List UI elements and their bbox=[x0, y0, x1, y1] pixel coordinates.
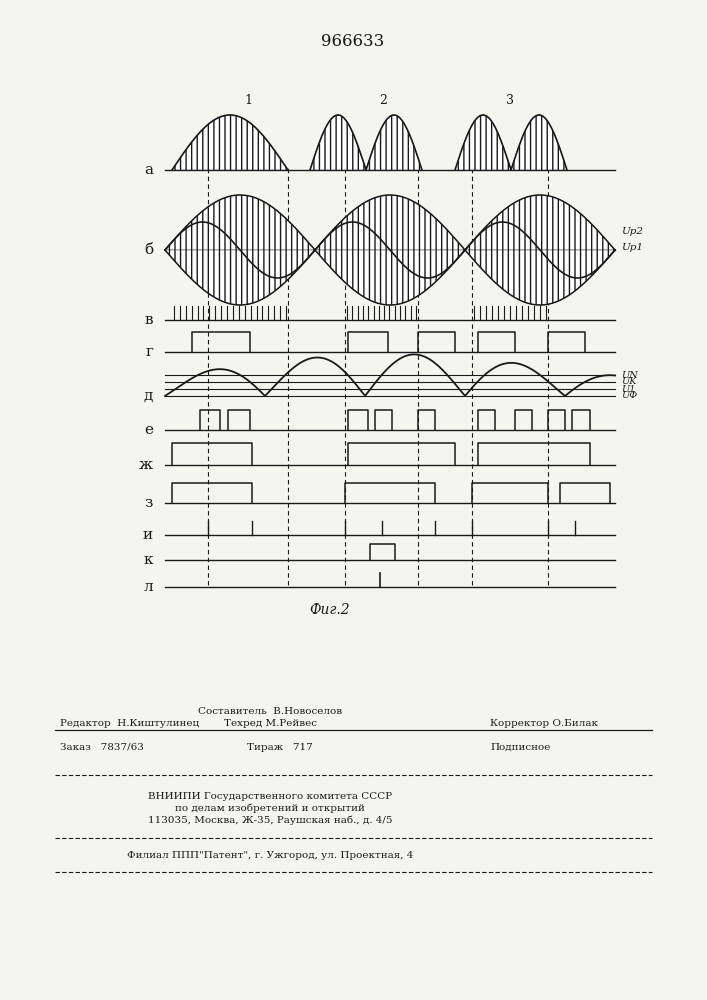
Text: Филиал ППП"Патент", г. Ужгород, ул. Проектная, 4: Филиал ППП"Патент", г. Ужгород, ул. Прое… bbox=[127, 850, 413, 859]
Text: UK: UK bbox=[621, 377, 636, 386]
Text: Составитель  В.Новоселов: Составитель В.Новоселов bbox=[198, 708, 342, 716]
Text: 2: 2 bbox=[379, 94, 387, 106]
Text: Фиг.2: Фиг.2 bbox=[310, 603, 350, 617]
Text: UN: UN bbox=[621, 370, 638, 379]
Text: е: е bbox=[144, 423, 153, 437]
Text: Корректор О.Билак: Корректор О.Билак bbox=[490, 718, 598, 728]
Text: в: в bbox=[144, 313, 153, 327]
Text: а: а bbox=[144, 163, 153, 177]
Text: к: к bbox=[144, 553, 153, 567]
Text: Up2: Up2 bbox=[621, 228, 643, 236]
Text: по делам изобретений и открытий: по делам изобретений и открытий bbox=[175, 804, 365, 813]
Text: Подписное: Подписное bbox=[490, 743, 550, 752]
Text: Техред М.Рейвес: Техред М.Рейвес bbox=[223, 718, 317, 728]
Text: Редактор  Н.Киштулинец: Редактор Н.Киштулинец bbox=[60, 718, 199, 728]
Text: д: д bbox=[144, 389, 153, 403]
Text: U1: U1 bbox=[621, 384, 636, 393]
Text: б: б bbox=[144, 243, 153, 257]
Text: и: и bbox=[143, 528, 153, 542]
Text: 113035, Москва, Ж-35, Раушская наб., д. 4/5: 113035, Москва, Ж-35, Раушская наб., д. … bbox=[148, 816, 392, 825]
Text: 3: 3 bbox=[506, 94, 514, 106]
Text: л: л bbox=[144, 580, 153, 594]
Text: ВНИИПИ Государственного комитета СССР: ВНИИПИ Государственного комитета СССР bbox=[148, 792, 392, 801]
Text: 1: 1 bbox=[244, 94, 252, 106]
Text: Тираж   717: Тираж 717 bbox=[247, 743, 313, 752]
Text: 966633: 966633 bbox=[322, 33, 385, 50]
Text: ж: ж bbox=[139, 458, 153, 472]
Text: Заказ   7837/63: Заказ 7837/63 bbox=[60, 743, 144, 752]
Text: з: з bbox=[145, 496, 153, 510]
Text: UΦ: UΦ bbox=[621, 391, 637, 400]
Text: Up1: Up1 bbox=[621, 242, 643, 251]
Text: г: г bbox=[145, 345, 153, 359]
